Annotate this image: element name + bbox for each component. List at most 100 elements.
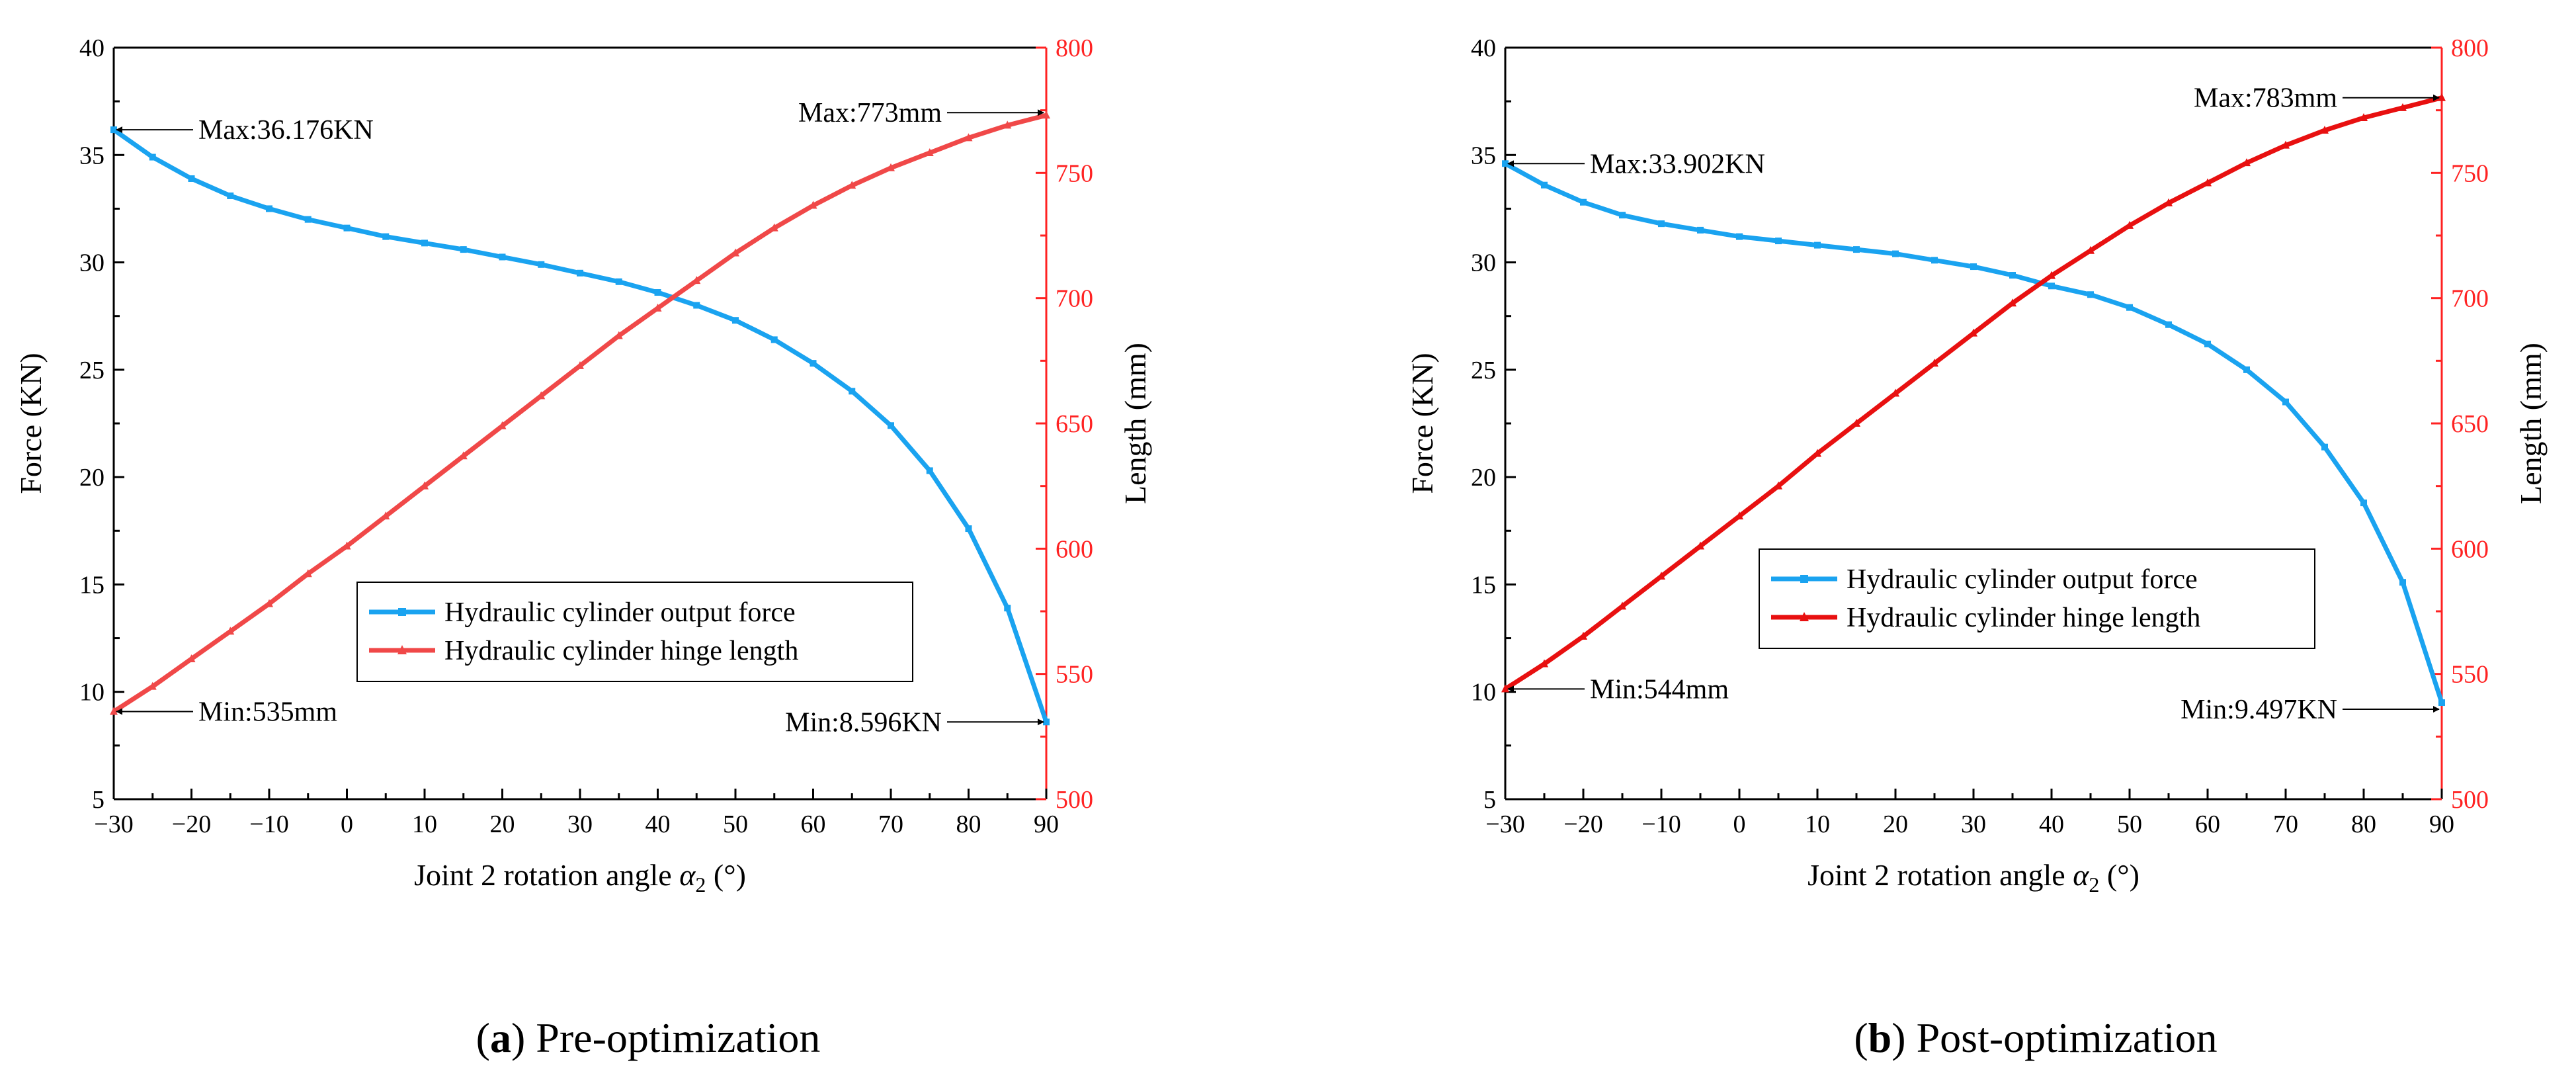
panel-a-length-point <box>1003 120 1012 129</box>
panel-a-y-left-title: Force (KN) <box>14 353 48 494</box>
panel-a-x-tick-label: 90 <box>1034 810 1059 838</box>
panel-b-force-point <box>2204 340 2211 347</box>
panel-a-x-axis-title: Joint 2 rotation angle α2 (°) <box>414 858 746 896</box>
panel-b-length-point <box>1970 328 1977 337</box>
panel-a-legend-box <box>356 582 913 682</box>
panel-b-legend-label-0: Hydraulic cylinder output force <box>1847 564 2198 595</box>
panel-b-x-tick-label: 90 <box>2429 810 2454 838</box>
panel-b-length-point <box>2087 245 2095 254</box>
panel-b-y-left-tick-label: 15 <box>1471 571 1496 599</box>
panel-a-x-tick-label: 30 <box>567 810 593 838</box>
panel-a-annotation-length-max: Max:773mm <box>798 98 942 128</box>
panel-b-force-point <box>1931 257 1938 264</box>
panel-a-force-point <box>732 317 739 324</box>
panel-b-y-right-tick-label: 800 <box>2451 34 2489 62</box>
panel-a-force-point <box>499 253 506 261</box>
panel-b-force-point <box>2243 366 2250 373</box>
panel-b-force-point <box>1658 220 1665 228</box>
panel-b-y-left-tick-label: 40 <box>1471 34 1496 62</box>
panel-a-y-right-tick-label: 750 <box>1056 159 1093 187</box>
panel-a-length-point <box>964 133 973 142</box>
panel-b-length-point <box>2204 178 2212 187</box>
panel-a-y-right-tick-label: 800 <box>1056 34 1093 62</box>
panel-b-length-point <box>1891 388 1899 397</box>
panel-a-x-tick-label: 50 <box>723 810 748 838</box>
panel-b-force-point <box>1502 160 1509 167</box>
panel-b-length-point <box>1696 541 1704 550</box>
panel-a-length-point <box>692 276 701 284</box>
panel-a-length-point <box>343 541 351 550</box>
panel-b-force-point <box>2438 699 2445 707</box>
panel-a-force-point <box>1004 605 1011 612</box>
panel-b-length-point <box>2360 113 2368 122</box>
panel-a-x-tick-label: 70 <box>878 810 903 838</box>
panel-b-length-point <box>2282 140 2290 149</box>
panel-b-length-point <box>1579 631 1587 640</box>
panel-a-length-point <box>731 248 739 257</box>
panel-b-force-point <box>1541 181 1548 189</box>
panel-b-x-tick-label: 60 <box>2195 810 2220 838</box>
panel-a-force-point <box>304 216 312 223</box>
panel-b-annotation-length-max: Max:783mm <box>2194 83 2337 114</box>
panel-a-force-point <box>965 525 972 533</box>
panel-b-legend-box <box>1759 548 2315 649</box>
panel-a-force-point <box>888 422 894 429</box>
panel-b-force-point <box>1814 241 1821 249</box>
panel-b-length-point <box>1540 659 1548 668</box>
panel-a-force-point <box>926 467 933 474</box>
panel-b-force-point <box>2165 321 2172 328</box>
panel-b-length-point <box>2438 93 2446 101</box>
panel-b-annotation-force-max: Max:33.902KN <box>1590 149 1765 179</box>
panel-b-legend-marker-0 <box>1800 575 1808 583</box>
panel-a-legend-marker-0 <box>398 608 406 616</box>
panel-b-legend-label-1: Hydraulic cylinder hinge length <box>1847 603 2200 633</box>
panel-a-y-left-tick-label: 20 <box>79 464 104 492</box>
panel-a-force-point <box>343 224 351 232</box>
panel-a-x-tick-label: −20 <box>172 810 211 838</box>
panel-b-length-point <box>1618 601 1626 610</box>
panel-b-y-right-tick-label: 750 <box>2451 159 2489 187</box>
panel-b-force-point <box>2087 291 2094 298</box>
panel-a-length-point <box>809 200 817 209</box>
panel-b-length-point <box>1774 481 1782 490</box>
panel-b-x-axis-title: Joint 2 rotation angle α2 (°) <box>1807 858 2140 896</box>
panel-b-y-left-tick-label: 10 <box>1471 679 1496 707</box>
panel-a-force-point <box>188 175 195 182</box>
panel-a-x-tick-label: 80 <box>956 810 981 838</box>
panel-a-length-point <box>925 148 934 157</box>
panel-a-force-point <box>810 360 817 367</box>
panel-b-length-point <box>2048 271 2056 279</box>
panel-b-length-point <box>1813 449 1821 457</box>
panel-a-length-point <box>614 331 623 339</box>
panel-b-y-left-tick-label: 30 <box>1471 249 1496 277</box>
panel-a-length-point <box>848 181 856 189</box>
panel-b-y-left-tick-label: 25 <box>1471 357 1496 384</box>
panel-b-y-right-title: Length (mm) <box>2514 343 2548 504</box>
panel-b-y-right-tick-label: 550 <box>2451 661 2489 689</box>
panel-a-length-point <box>576 361 584 369</box>
panel-a-force-point <box>1043 718 1050 726</box>
panel-b-y-left-tick-label: 5 <box>1483 786 1496 814</box>
panel-b-length-point <box>1852 419 1860 427</box>
panel-a-y-left-tick-label: 35 <box>79 142 104 169</box>
panel-a-force-point <box>149 153 156 161</box>
panel-b-length-point <box>2165 198 2173 206</box>
panel-b-force-point <box>1970 263 1977 271</box>
panel-b-x-tick-label: 20 <box>1883 810 1908 838</box>
panel-b-length-point <box>2243 158 2251 167</box>
panel-a-plot: −30 −20 −10 0 10 20 30 40 50 60 70 80 90 5 10 15 20 25 30 3… <box>14 34 1152 896</box>
panel-b-x-tick-label: 40 <box>2039 810 2064 838</box>
panel-a-length-point <box>459 451 468 460</box>
panel-b-length-point <box>2399 103 2407 111</box>
panel-a-y-left-tick-label: 40 <box>79 34 104 62</box>
panel-b-force-point <box>1619 212 1626 219</box>
panel-b-annotation-length-min: Min:544mm <box>1590 674 1729 705</box>
panel-a-length-point <box>887 163 895 171</box>
panel-a-force-point <box>693 302 700 309</box>
panel-a-caption: (a) Pre-optimization <box>476 1014 821 1061</box>
panel-b-x-tick-label: 0 <box>1733 810 1746 838</box>
panel-a-length-point <box>382 511 390 520</box>
panel-a-length-point <box>304 569 312 578</box>
panel-b-length-point <box>2321 125 2329 134</box>
